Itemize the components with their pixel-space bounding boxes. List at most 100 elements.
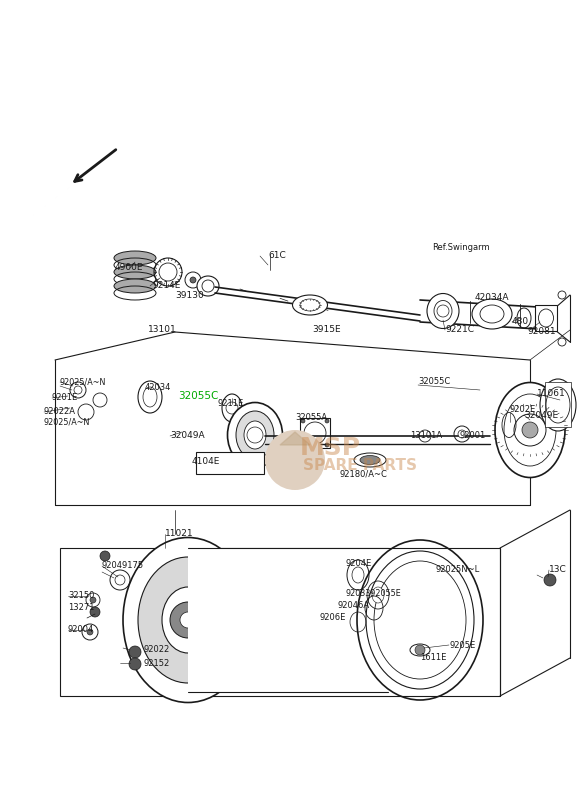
Bar bbox=[60, 548, 500, 696]
Text: 9203392055E: 9203392055E bbox=[345, 590, 401, 598]
Ellipse shape bbox=[114, 251, 156, 265]
Ellipse shape bbox=[228, 402, 283, 467]
Circle shape bbox=[558, 338, 566, 346]
Ellipse shape bbox=[293, 295, 328, 315]
Text: 4900E: 4900E bbox=[115, 263, 144, 273]
Circle shape bbox=[90, 597, 96, 603]
Circle shape bbox=[180, 612, 196, 628]
Ellipse shape bbox=[138, 381, 162, 413]
Text: 92152: 92152 bbox=[144, 658, 171, 667]
Circle shape bbox=[325, 443, 329, 447]
Circle shape bbox=[558, 291, 566, 299]
Circle shape bbox=[544, 574, 556, 586]
Circle shape bbox=[159, 263, 177, 281]
Ellipse shape bbox=[495, 382, 565, 478]
Circle shape bbox=[226, 402, 238, 414]
Text: 42034A: 42034A bbox=[475, 293, 509, 302]
Circle shape bbox=[415, 645, 425, 655]
Text: 9204E: 9204E bbox=[346, 559, 372, 569]
Text: 480: 480 bbox=[512, 318, 529, 326]
Text: 11061: 11061 bbox=[537, 390, 566, 398]
Text: 92022: 92022 bbox=[144, 646, 171, 654]
Ellipse shape bbox=[244, 421, 266, 449]
Ellipse shape bbox=[123, 538, 253, 702]
Text: 92025/A~N: 92025/A~N bbox=[60, 378, 106, 386]
Ellipse shape bbox=[427, 294, 459, 329]
Bar bbox=[300, 418, 330, 448]
Text: 1611E: 1611E bbox=[420, 654, 446, 662]
Circle shape bbox=[87, 629, 93, 635]
Circle shape bbox=[70, 382, 86, 398]
Text: 32055C: 32055C bbox=[418, 378, 450, 386]
Text: 32055C: 32055C bbox=[178, 391, 218, 401]
Circle shape bbox=[301, 443, 305, 447]
Ellipse shape bbox=[360, 455, 380, 465]
Circle shape bbox=[301, 419, 305, 423]
Text: MSP: MSP bbox=[300, 436, 360, 460]
Circle shape bbox=[115, 575, 125, 585]
Text: 92004: 92004 bbox=[68, 626, 94, 634]
Text: Ref.Swingarm: Ref.Swingarm bbox=[432, 243, 489, 253]
Polygon shape bbox=[280, 432, 310, 445]
Text: 42034: 42034 bbox=[145, 383, 171, 393]
Text: 11021: 11021 bbox=[165, 530, 194, 538]
Bar bbox=[535, 305, 557, 331]
Text: 9206E: 9206E bbox=[320, 614, 346, 622]
Ellipse shape bbox=[354, 453, 386, 467]
Text: 32049A: 32049A bbox=[170, 431, 204, 441]
Ellipse shape bbox=[114, 279, 156, 293]
Circle shape bbox=[185, 272, 201, 288]
Text: SPARE PARTS: SPARE PARTS bbox=[303, 458, 417, 473]
Text: 13101: 13101 bbox=[148, 326, 177, 334]
Text: 32150: 32150 bbox=[68, 591, 95, 601]
Text: 92001: 92001 bbox=[460, 431, 486, 441]
Text: 32055A: 32055A bbox=[295, 414, 327, 422]
Text: 92025/A~N: 92025/A~N bbox=[44, 418, 91, 426]
Circle shape bbox=[170, 602, 206, 638]
Text: 9205E: 9205E bbox=[450, 641, 476, 650]
Text: 3915E: 3915E bbox=[312, 326, 340, 334]
Text: 13101A: 13101A bbox=[410, 431, 442, 441]
Text: 39130: 39130 bbox=[175, 290, 204, 299]
Text: 9201E: 9201E bbox=[52, 394, 78, 402]
Text: 92081: 92081 bbox=[527, 327, 555, 337]
Text: 92046A: 92046A bbox=[338, 602, 370, 610]
Ellipse shape bbox=[472, 299, 512, 329]
Circle shape bbox=[522, 422, 538, 438]
Ellipse shape bbox=[540, 379, 576, 431]
Circle shape bbox=[202, 280, 214, 292]
Bar bbox=[196, 452, 264, 474]
Ellipse shape bbox=[352, 567, 364, 583]
Circle shape bbox=[437, 305, 449, 317]
Text: 9214E: 9214E bbox=[152, 281, 180, 290]
Circle shape bbox=[458, 430, 466, 438]
Text: 32049E: 32049E bbox=[524, 410, 558, 419]
Circle shape bbox=[74, 386, 82, 394]
Ellipse shape bbox=[114, 265, 156, 279]
Ellipse shape bbox=[372, 587, 384, 603]
Text: 61C: 61C bbox=[268, 250, 286, 259]
Ellipse shape bbox=[236, 411, 274, 459]
Text: 92180/A~C: 92180/A~C bbox=[340, 470, 388, 478]
Circle shape bbox=[100, 551, 110, 561]
Ellipse shape bbox=[197, 276, 219, 296]
Text: 4104E: 4104E bbox=[192, 458, 220, 466]
Circle shape bbox=[265, 430, 325, 490]
Circle shape bbox=[325, 419, 329, 423]
Text: 9211E: 9211E bbox=[218, 399, 244, 409]
Circle shape bbox=[129, 646, 141, 658]
Text: 92025N~L: 92025N~L bbox=[435, 566, 479, 574]
Circle shape bbox=[129, 658, 141, 670]
Circle shape bbox=[86, 593, 100, 607]
Text: 9221C: 9221C bbox=[445, 326, 474, 334]
Text: 9202E: 9202E bbox=[510, 406, 536, 414]
Circle shape bbox=[90, 607, 100, 617]
Text: 92022A: 92022A bbox=[44, 406, 76, 415]
Text: 13C: 13C bbox=[549, 566, 566, 574]
Ellipse shape bbox=[410, 644, 430, 656]
Circle shape bbox=[247, 427, 263, 443]
Bar bbox=[188, 548, 388, 692]
Circle shape bbox=[514, 414, 546, 446]
Ellipse shape bbox=[162, 587, 214, 653]
Bar bbox=[545, 382, 571, 427]
